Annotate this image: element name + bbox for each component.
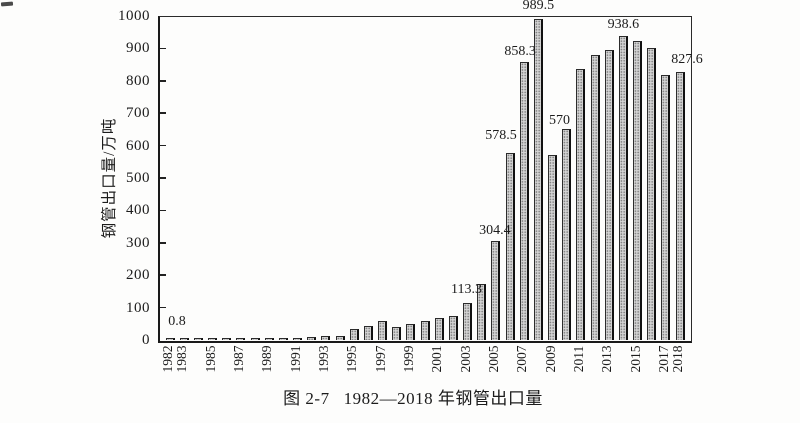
bar-2008: [533, 19, 543, 340]
y-tick-label: 0: [142, 332, 150, 348]
x-tick-label: 2007: [514, 345, 530, 373]
bar-1997: [378, 320, 387, 340]
x-tick-label: 1991: [287, 345, 303, 373]
bar-2004: [477, 284, 487, 340]
bar-value-label: 858.3: [504, 43, 536, 59]
plot-frame: [158, 16, 692, 343]
bar-1985: [208, 337, 217, 340]
bar-2014: [618, 35, 628, 340]
chart-plot-area: [158, 16, 689, 340]
bar-1988: [250, 337, 260, 340]
x-tick-label: 1997: [372, 345, 388, 373]
x-tick-label: 1985: [202, 345, 218, 373]
bar-2017: [661, 74, 671, 340]
bar-1996: [363, 326, 373, 340]
bar-2010: [562, 129, 572, 340]
y-tick-label: 900: [126, 40, 150, 57]
y-tick-label: 800: [126, 72, 150, 89]
y-tick-mark: [160, 177, 166, 179]
bar-2018: [675, 71, 685, 340]
bar-2000: [420, 320, 430, 340]
y-tick-label: 200: [126, 267, 150, 284]
y-tick-mark: [160, 274, 166, 276]
bar-2005: [491, 241, 501, 340]
y-tick-mark: [160, 306, 166, 309]
x-tick-label: 1983: [174, 345, 190, 373]
bar-value-label: 827.6: [671, 51, 703, 67]
x-tick-label: 1995: [344, 345, 360, 373]
bar-2012: [590, 55, 600, 340]
x-tick-label: 2013: [599, 345, 615, 373]
figure-title: 1982—2018 年钢管出口量: [343, 389, 543, 408]
bar-1987: [236, 337, 246, 340]
bar-2015: [633, 41, 642, 340]
scan-artifact: [0, 1, 14, 7]
figure-caption: 图 2-7 1982—2018 年钢管出口量: [283, 384, 543, 409]
bar-1984: [193, 337, 203, 340]
bar-1982: [165, 337, 175, 340]
x-tick-label: 2003: [457, 345, 473, 373]
bar-value-label: 989.5: [522, 0, 555, 14]
bar-2011: [576, 68, 586, 340]
bar-1986: [222, 337, 232, 340]
y-tick-mark: [160, 80, 166, 82]
x-tick-label: 1989: [259, 345, 275, 373]
y-tick-mark: [160, 112, 166, 114]
bar-1993: [321, 336, 331, 340]
bar-1989: [264, 337, 274, 340]
x-tick-label: 2011: [570, 345, 586, 373]
y-tick-label: 300: [126, 234, 150, 251]
y-tick-label: 100: [126, 299, 150, 316]
bar-1992: [307, 337, 317, 340]
bar-value-label: 570: [549, 113, 570, 129]
bar-value-label: 0.8: [168, 313, 186, 329]
y-tick-mark: [160, 47, 166, 50]
bar-2007: [519, 61, 529, 340]
bar-2001: [434, 317, 444, 340]
bar-2013: [604, 50, 614, 340]
bar-1998: [392, 327, 402, 340]
bar-value-label: 578.5: [485, 127, 517, 143]
bar-2016: [647, 48, 657, 340]
bar-1994: [335, 335, 345, 340]
y-tick-mark: [160, 209, 166, 212]
y-tick-label: 500: [126, 170, 150, 186]
figure-number: 图 2-7: [283, 389, 330, 408]
y-tick-mark: [160, 144, 166, 147]
y-tick-mark: [160, 242, 166, 244]
x-tick-label: 1987: [230, 345, 246, 373]
x-tick-label: 1993: [315, 345, 331, 373]
bar-2002: [448, 316, 458, 340]
bar-value-label: 113.3: [451, 282, 482, 298]
x-tick-label: 2001: [429, 345, 445, 373]
bar-2003: [463, 303, 472, 340]
bar-value-label: 938.6: [607, 16, 640, 32]
x-tick-label: 2015: [627, 345, 643, 373]
bar-1983: [179, 337, 189, 340]
bar-value-label: 304.4: [479, 223, 511, 239]
y-tick-label: 400: [126, 202, 150, 219]
y-tick-label: 1000: [118, 8, 150, 24]
x-tick-label: 2005: [485, 345, 501, 373]
bar-1999: [406, 323, 416, 340]
bar-1995: [349, 328, 359, 340]
bar-2006: [505, 152, 515, 340]
x-tick-label: 1999: [400, 345, 416, 373]
y-tick-label: 600: [126, 137, 150, 154]
x-tick-label: 2018: [670, 345, 685, 373]
bar-1990: [278, 337, 288, 340]
bar-2009: [548, 155, 557, 340]
x-tick-label: 2009: [542, 345, 558, 373]
bar-1991: [293, 337, 302, 340]
y-tick-label: 700: [126, 105, 150, 122]
